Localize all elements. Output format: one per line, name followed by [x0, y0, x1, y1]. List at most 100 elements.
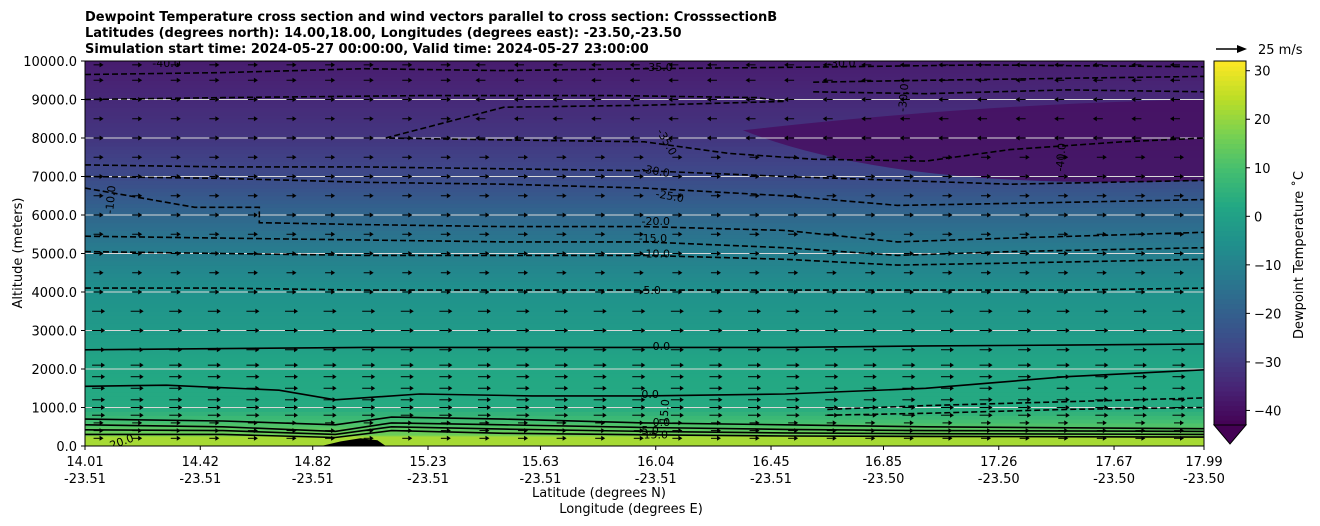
y-tick-label: 9000.0 [32, 94, 78, 109]
wind-vector-head [911, 374, 916, 380]
wind-vector-head [909, 231, 914, 237]
field-band [85, 211, 1204, 216]
field-band [85, 426, 1204, 432]
field-band [85, 315, 1204, 320]
colorbar-label: Dewpoint Temperature ˚C [1291, 171, 1307, 339]
wind-vector-head [331, 77, 336, 83]
wind-vector-head [1102, 428, 1107, 434]
wind-vector-head [718, 385, 723, 391]
wind-vector-head [784, 97, 789, 102]
wind-vector-head [1092, 116, 1097, 122]
wind-vector-head [524, 435, 529, 441]
wind-vector-head [216, 362, 221, 368]
wind-vector-head [872, 328, 877, 333]
wind-vector-head [1065, 374, 1070, 380]
field-band [85, 134, 1204, 139]
wind-vector-head [1064, 420, 1069, 426]
y-tick-label: 2000.0 [32, 363, 78, 378]
wind-vector-head [832, 251, 837, 256]
wind-vector-head [602, 412, 607, 418]
wind-vector-head [562, 231, 567, 237]
wind-vector-head [446, 135, 451, 141]
colorbar-segment [1214, 133, 1246, 140]
wind-vector-head [1102, 174, 1107, 179]
wind-vector-head [641, 412, 646, 418]
wind-vector-head [1181, 385, 1186, 391]
wind-vector-head [795, 328, 800, 333]
wind-vector-head [745, 97, 750, 102]
y-tick-label: 0.0 [56, 440, 77, 455]
wind-vector-head [1054, 77, 1059, 83]
wind-vector-head [1025, 212, 1030, 218]
colorbar-segment [1214, 352, 1246, 358]
wind-vector-head [475, 135, 480, 141]
x-axis: 14.01 -23.51 14.42 -23.51 14.82 -23.51 15.23 -2… [64, 446, 1225, 487]
wind-vector-head [1141, 435, 1146, 441]
wind-vector-head [332, 385, 337, 391]
wind-vector-head [745, 116, 750, 122]
contour-line [85, 164, 1204, 186]
wind-vector-head [176, 116, 181, 122]
wind-vector-head [834, 308, 839, 314]
wind-vector-head [514, 97, 519, 102]
colorbar-extend-min [1212, 424, 1248, 445]
colorbar-segment [1214, 211, 1246, 217]
wind-vector-head [216, 397, 221, 403]
wind-vector-head [408, 193, 413, 199]
wind-vector-head [292, 193, 297, 199]
wind-vector-head [832, 289, 837, 295]
x-axis-label-lat: Latitude (degrees N) [532, 486, 666, 501]
wind-vector-head [1054, 97, 1059, 102]
wind-vector-head [602, 385, 607, 391]
wind-vector-head [678, 154, 683, 160]
wind-vector-head [514, 77, 519, 83]
colorbar-tick-label: 0 [1254, 210, 1262, 225]
wind-vector-head [679, 405, 684, 410]
wind-vector-head [716, 435, 721, 441]
wind-vector-head [601, 154, 606, 160]
wind-vector-head [331, 116, 336, 122]
wind-vector-head [562, 289, 567, 295]
wind-vector-head [408, 231, 413, 237]
field-band [85, 311, 1204, 316]
wind-vector-head [948, 174, 953, 179]
wind-vector-head [485, 428, 490, 434]
wind-vector-head [718, 362, 723, 368]
wind-vector-head [706, 62, 711, 68]
wind-vector-head [1141, 193, 1146, 199]
wind-vector-head [718, 412, 723, 418]
wind-vector-head [641, 308, 646, 314]
wind-vector-head [641, 328, 646, 333]
wind-vector-head [485, 174, 490, 179]
wind-vector-head [861, 135, 866, 141]
x-tick-label-lon: -23.50 [863, 472, 905, 487]
wind-vector-head [446, 154, 451, 160]
wind-vector-head [938, 62, 943, 68]
wind-vector-head [872, 397, 877, 403]
colorbar-segment [1214, 235, 1246, 242]
wind-vector-head [564, 328, 569, 333]
wind-vector-head [525, 328, 530, 333]
contour-line [85, 175, 1204, 207]
colorbar-tick-label: −20 [1254, 307, 1281, 322]
wind-vector-head [292, 420, 297, 426]
wind-vector-head [524, 270, 529, 276]
wind-vector-head [178, 308, 183, 314]
wind-vector-head [1054, 62, 1059, 68]
colorbar-segment [1214, 376, 1246, 382]
colorbar-segment [1214, 323, 1246, 329]
wind-vector-head [1102, 289, 1107, 295]
wind-vector-head [601, 428, 606, 434]
x-tick-label-lat: 17.67 [1095, 455, 1132, 470]
field-band [85, 91, 1204, 97]
wind-vector-head [1104, 347, 1109, 353]
x-tick-label-lat: 16.04 [637, 455, 674, 470]
wind-vector-head [216, 412, 221, 418]
field-band [85, 234, 1204, 239]
field-band [85, 392, 1204, 397]
wind-vector-head [139, 405, 144, 410]
wind-vector-head [1181, 347, 1186, 353]
colorbar-segment [1214, 192, 1246, 198]
wind-vector-head [446, 77, 451, 83]
wind-vector-head [255, 328, 260, 333]
